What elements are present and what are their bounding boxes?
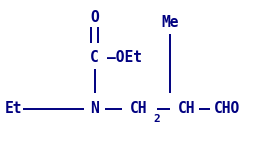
Text: CHO: CHO (213, 101, 240, 116)
Text: 2: 2 (154, 114, 161, 124)
Text: CH: CH (178, 101, 195, 116)
Text: Me: Me (161, 15, 178, 30)
Text: O: O (90, 10, 99, 25)
Text: N: N (90, 101, 99, 116)
Text: Et: Et (5, 101, 23, 116)
Text: C: C (90, 50, 99, 65)
Text: CH: CH (130, 101, 147, 116)
Text: —OEt: —OEt (107, 50, 142, 65)
